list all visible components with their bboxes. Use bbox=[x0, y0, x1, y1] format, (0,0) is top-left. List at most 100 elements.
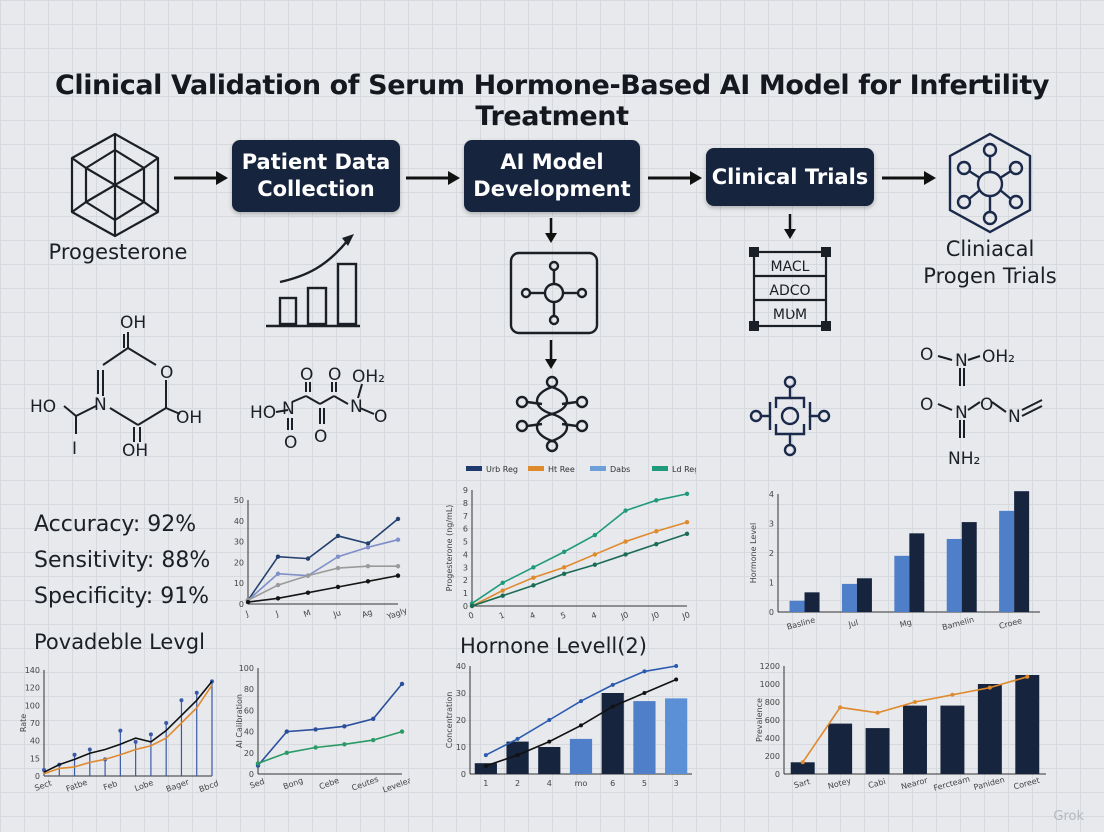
bar bbox=[665, 698, 688, 774]
neural-network-brain-icon bbox=[515, 375, 589, 453]
mol2-n: N bbox=[282, 399, 295, 419]
data-point bbox=[118, 728, 123, 733]
y-tick-label: 2 bbox=[463, 576, 468, 585]
x-tick-label: Ag bbox=[361, 608, 374, 620]
growth-chart-icon bbox=[266, 234, 360, 328]
data-point bbox=[515, 736, 520, 741]
x-tick-label: 4 bbox=[590, 611, 598, 621]
data-point bbox=[592, 552, 598, 557]
data-point bbox=[950, 692, 955, 697]
y-tick-label: 4 bbox=[769, 490, 774, 499]
y-tick-label: 1000 bbox=[760, 680, 780, 689]
data-point bbox=[483, 763, 488, 768]
series-line bbox=[471, 521, 688, 607]
x-tick-label: Bamelin bbox=[941, 615, 975, 632]
clinical-trials-network-icon bbox=[948, 132, 1032, 234]
x-tick-label: Bbcde bbox=[198, 777, 218, 794]
data-point bbox=[547, 718, 552, 722]
x-tick-label: Fatbe bbox=[65, 778, 89, 794]
accuracy-metric: Accuracy: 92% bbox=[34, 512, 197, 537]
molecule-structure-3: O N OH₂ O N O N NH₂ bbox=[920, 345, 1043, 468]
arrow-down-icon bbox=[545, 218, 557, 243]
data-point bbox=[395, 573, 401, 578]
x-tick-label: 4 bbox=[529, 611, 537, 621]
x-tick-label: 5 bbox=[559, 611, 567, 621]
legend-swatch bbox=[652, 466, 668, 471]
y-tick-label: 100 bbox=[25, 701, 40, 710]
x-tick-label: Cebe bbox=[318, 776, 340, 791]
data-point bbox=[335, 533, 341, 539]
legend-swatch bbox=[466, 466, 482, 471]
data-point bbox=[313, 727, 318, 732]
x-tick-label: 2 bbox=[515, 779, 520, 788]
bar bbox=[790, 762, 815, 774]
mol2-o2: O bbox=[328, 365, 341, 385]
y-tick-label: 600 bbox=[765, 716, 780, 725]
x-tick-label: 6 bbox=[610, 779, 615, 788]
y-tick-label: 40 bbox=[30, 737, 40, 746]
data-point bbox=[365, 545, 371, 550]
arrow-right-icon bbox=[406, 171, 460, 185]
series-line bbox=[43, 680, 213, 773]
data-point bbox=[179, 698, 184, 703]
x-tick-label: J bbox=[274, 609, 280, 619]
arrow-right-icon bbox=[174, 171, 228, 185]
x-tick-label: Bager bbox=[165, 777, 191, 794]
data-point bbox=[623, 539, 628, 544]
data-point bbox=[305, 590, 311, 595]
end-label: Cliniacal Progen Trials bbox=[923, 237, 1057, 288]
data-point bbox=[592, 562, 598, 567]
data-point bbox=[395, 516, 401, 522]
x-tick-label: 1 bbox=[483, 779, 488, 788]
data-point bbox=[875, 710, 880, 715]
x-tick-label: Paniden bbox=[973, 775, 1006, 792]
mol2-ho: HO bbox=[250, 403, 276, 423]
bar bbox=[506, 741, 529, 774]
chart-3: 0 1 2 3 4 Hormone Level Basline Jul Mg Bamelin Cro… bbox=[749, 490, 1040, 632]
data-point bbox=[642, 691, 647, 695]
mol3-n2: N bbox=[955, 403, 968, 423]
data-point bbox=[500, 588, 505, 593]
molecule-structure-1: OH HO N O OH OH I bbox=[30, 313, 202, 460]
y-axis-label: Progesterone (ng/mL) bbox=[445, 505, 454, 592]
x-tick-label: Bong bbox=[282, 776, 304, 791]
data-point bbox=[245, 599, 251, 605]
x-tick-label: Coreet bbox=[1013, 776, 1041, 792]
mol3-n1: N bbox=[955, 351, 968, 371]
bar bbox=[601, 693, 624, 774]
series-line bbox=[471, 493, 688, 605]
data-point bbox=[561, 549, 567, 555]
y-axis-label: Concentration bbox=[445, 692, 454, 749]
legend-swatch bbox=[528, 466, 544, 471]
trial-grid-line-1: MACL bbox=[771, 259, 810, 275]
x-tick-label: Nearor bbox=[900, 776, 929, 792]
data-point bbox=[547, 739, 552, 744]
mol2-o1: O bbox=[300, 365, 313, 385]
legend-label: Ld Reg bbox=[672, 465, 696, 474]
data-point bbox=[684, 520, 690, 525]
data-point bbox=[610, 704, 615, 709]
bar bbox=[474, 763, 497, 774]
patient-data-collection-box: Patient Data Collection bbox=[232, 140, 400, 212]
data-point bbox=[654, 498, 659, 503]
y-tick-label: 2 bbox=[769, 549, 774, 558]
circuit-network-icon bbox=[749, 375, 831, 457]
chart-1: 0 10 20 30 40 50 J J M Ju Ag Yagly bbox=[234, 496, 408, 622]
y-tick-label: 40 bbox=[456, 662, 466, 671]
x-tick-label: 3 bbox=[674, 779, 679, 788]
bar bbox=[856, 578, 872, 612]
bar bbox=[909, 533, 925, 612]
x-tick-label: Mg bbox=[899, 618, 913, 630]
y-axis-label: Hormone Level bbox=[749, 523, 758, 583]
data-point bbox=[913, 700, 917, 704]
data-point bbox=[371, 737, 376, 743]
data-point bbox=[483, 753, 488, 758]
data-point bbox=[335, 584, 341, 590]
data-point bbox=[561, 565, 567, 570]
y-axis-label: AI Calibration bbox=[235, 694, 244, 748]
bar bbox=[961, 522, 977, 612]
x-tick-label: 0 bbox=[467, 611, 475, 621]
y-tick-label: 80 bbox=[244, 685, 254, 694]
x-tick-label: M bbox=[302, 608, 312, 619]
data-point bbox=[500, 593, 505, 598]
